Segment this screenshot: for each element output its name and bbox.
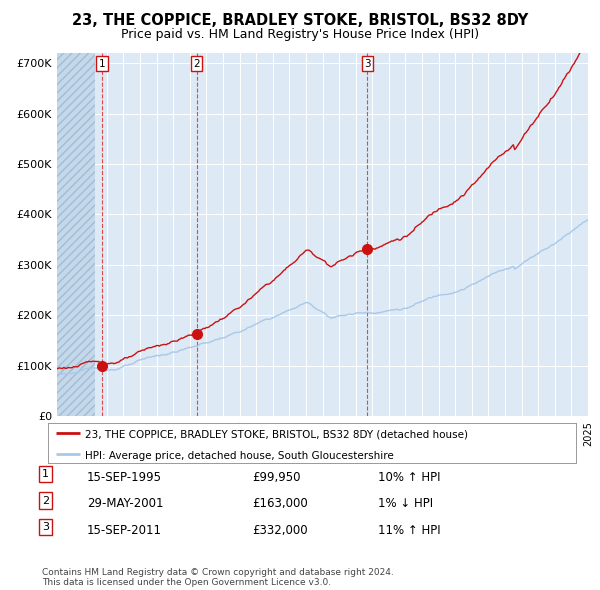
Text: 1: 1 (98, 58, 105, 68)
Text: 29-MAY-2001: 29-MAY-2001 (87, 497, 163, 510)
Text: 3: 3 (42, 522, 49, 532)
Text: 1% ↓ HPI: 1% ↓ HPI (378, 497, 433, 510)
Text: 3: 3 (364, 58, 371, 68)
Text: 1: 1 (42, 469, 49, 479)
Bar (57, 53, 95, 416)
Text: 10% ↑ HPI: 10% ↑ HPI (378, 471, 440, 484)
Text: 15-SEP-1995: 15-SEP-1995 (87, 471, 162, 484)
Text: 11% ↑ HPI: 11% ↑ HPI (378, 524, 440, 537)
Text: HPI: Average price, detached house, South Gloucestershire: HPI: Average price, detached house, Sout… (85, 451, 394, 461)
Text: £99,950: £99,950 (252, 471, 301, 484)
Text: 15-SEP-2011: 15-SEP-2011 (87, 524, 162, 537)
Text: 23, THE COPPICE, BRADLEY STOKE, BRISTOL, BS32 8DY (detached house): 23, THE COPPICE, BRADLEY STOKE, BRISTOL,… (85, 430, 468, 440)
Text: 2: 2 (42, 496, 49, 506)
Text: £332,000: £332,000 (252, 524, 308, 537)
Text: Price paid vs. HM Land Registry's House Price Index (HPI): Price paid vs. HM Land Registry's House … (121, 28, 479, 41)
Text: £163,000: £163,000 (252, 497, 308, 510)
Text: 23, THE COPPICE, BRADLEY STOKE, BRISTOL, BS32 8DY: 23, THE COPPICE, BRADLEY STOKE, BRISTOL,… (72, 13, 528, 28)
Text: Contains HM Land Registry data © Crown copyright and database right 2024.
This d: Contains HM Land Registry data © Crown c… (42, 568, 394, 587)
Text: 2: 2 (193, 58, 200, 68)
